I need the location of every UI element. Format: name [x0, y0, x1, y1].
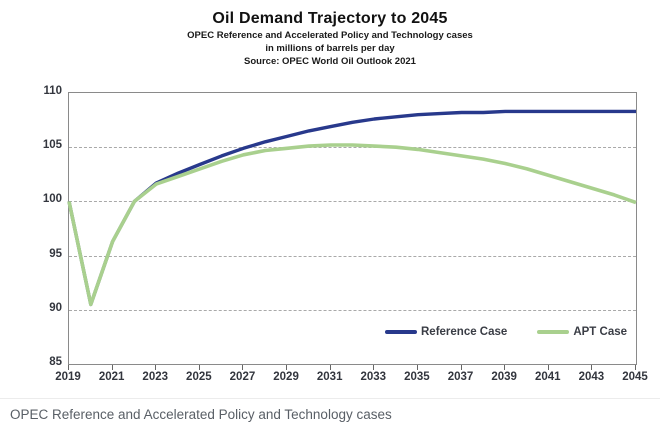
reference-case-label: Reference Case: [421, 326, 508, 338]
y-axis-label-110: 110: [43, 85, 62, 97]
x-axis-label-2027: 2027: [229, 371, 256, 383]
chart-subtitle-source: Source: OPEC World Oil Outlook 2021: [244, 56, 416, 67]
x-axis-tick-2045: [635, 365, 636, 370]
page-divider: [0, 398, 660, 399]
legend-item-apt: APT Case: [537, 326, 627, 338]
x-axis-label-2035: 2035: [404, 371, 430, 383]
x-axis-label-2031: 2031: [316, 371, 343, 383]
apt-case-swatch: [537, 329, 570, 335]
x-axis-label-2033: 2033: [360, 371, 387, 383]
x-axis-tick-2037: [460, 365, 462, 370]
y-axis-label-90: 90: [49, 301, 62, 314]
page-caption: OPEC Reference and Accelerated Policy an…: [10, 407, 392, 422]
x-axis-tick-2033: [373, 365, 375, 370]
y-axis-label-85: 85: [49, 356, 62, 368]
chart-subtitle-units: in millions of barrels per day: [265, 43, 395, 54]
x-axis-label-2023: 2023: [142, 371, 169, 383]
x-axis-label-2041: 2041: [534, 371, 561, 383]
x-axis-tick-2021: [111, 365, 113, 370]
x-axis-tick-2039: [504, 365, 506, 370]
x-axis-tick-2019: [68, 365, 69, 370]
legend-item-reference: Reference Case: [385, 326, 507, 338]
x-axis-tick-2041: [547, 365, 549, 370]
x-axis-tick-2029: [286, 365, 288, 370]
x-axis-tick-2043: [591, 365, 593, 370]
x-axis-tick-2025: [198, 365, 200, 370]
y-axis-label-95: 95: [49, 247, 62, 260]
x-axis-tick-2031: [329, 365, 331, 370]
y-axis-label-105: 105: [42, 139, 62, 152]
reference-case-line: [67, 109, 636, 307]
x-axis-label-2037: 2037: [447, 371, 474, 383]
reference-case-swatch: [385, 329, 417, 335]
x-axis-label-2045: 2045: [622, 371, 648, 383]
x-axis-label-2039: 2039: [491, 371, 517, 383]
x-axis-label-2043: 2043: [578, 371, 605, 383]
chart-title: Oil Demand Trajectory to 2045: [212, 10, 448, 27]
chart-header: Oil Demand Trajectory to 2045 OPEC Refer…: [0, 10, 660, 67]
legend: Reference Case APT Case: [385, 326, 627, 338]
gridline-100: [69, 201, 636, 203]
x-axis-label-2025: 2025: [186, 371, 212, 383]
chart-subtitle-cases: OPEC Reference and Accelerated Policy an…: [187, 30, 473, 41]
x-axis-tick-2027: [242, 365, 244, 370]
gridline-95: [69, 255, 636, 257]
apt-case-label: APT Case: [573, 326, 627, 338]
gridline-90: [69, 309, 636, 311]
x-axis-label-2029: 2029: [273, 371, 299, 383]
apt-case-line: [67, 143, 637, 307]
x-axis-label-2019: 2019: [55, 371, 81, 383]
y-axis-label-100: 100: [42, 193, 62, 206]
plot-area: Reference Case APT Case: [67, 92, 637, 365]
x-axis-tick-2023: [155, 365, 157, 370]
line-series-canvas: [67, 109, 637, 307]
x-axis-label-2021: 2021: [98, 371, 125, 383]
x-axis-tick-2035: [416, 365, 418, 370]
gridline-105: [69, 147, 636, 149]
